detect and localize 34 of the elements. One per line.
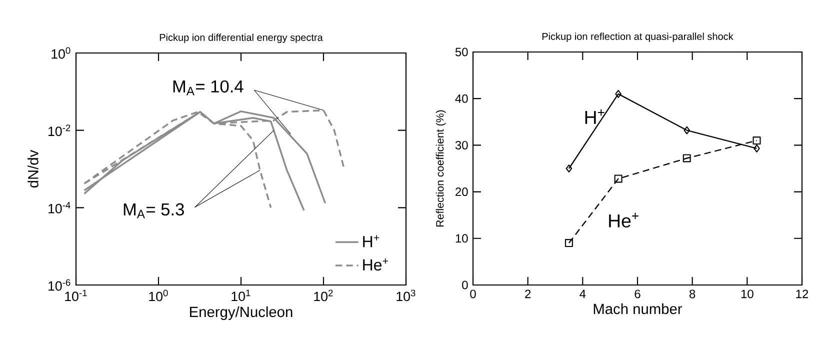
y-tick-label: 10$^{-2}$ — [48, 124, 70, 136]
x-tick-label: 4 — [580, 290, 586, 298]
x-tick-label: 10$^{-1}$ — [65, 290, 87, 302]
series-label: He$^{+}$ — [609, 212, 638, 228]
y-tick-label: 10$^{0}$ — [52, 47, 70, 59]
y-tick-label: 50 — [455, 48, 468, 56]
x-tick-label: 0 — [470, 290, 476, 298]
x-tick-label: 12 — [796, 290, 808, 298]
y-axis-title: Reflection coefficient (%) — [436, 110, 446, 227]
x-tick-label: 10$^{1}$ — [232, 290, 250, 302]
annotation: M$_{A}$= 5.3 — [124, 203, 184, 218]
y-axis-title: dN/dv — [28, 150, 38, 188]
chart-title: Pickup ion reflection at quasi-parallel shock — [542, 32, 734, 42]
y-tick-label: 30 — [455, 140, 468, 150]
y-tick-label: 0 — [462, 280, 468, 290]
x-tick-label: 8 — [690, 290, 696, 298]
y-tick-label: 10$^{-4}$ — [48, 202, 70, 214]
y-tick-label: 10$^{-6}$ — [48, 279, 70, 291]
y-tick-label: 20 — [456, 188, 468, 196]
x-axis-title: Energy/Nucleon — [190, 306, 292, 320]
x-tick-label: 10$^{3}$ — [396, 290, 416, 302]
annotation: M$_{A}$= 10.4 — [173, 80, 244, 96]
x-tick-label: 6 — [634, 290, 640, 298]
x-tick-label: 2 — [525, 290, 531, 298]
x-tick-label: 10$^{0}$ — [149, 290, 168, 302]
series-label: H$^{+}$ — [585, 109, 604, 124]
x-tick-label: 10 — [741, 290, 754, 298]
legend-label: H$^{+}$ — [363, 235, 380, 248]
x-tick-label: 10$^{2}$ — [314, 290, 333, 302]
x-axis-title: Mach number — [594, 303, 682, 314]
legend-label: He$^{+}$ — [363, 258, 388, 271]
y-tick-label: 10 — [456, 234, 468, 243]
y-tick-label: 40 — [455, 94, 468, 103]
chart-title: Pickup ion differential energy spectra — [160, 34, 323, 43]
